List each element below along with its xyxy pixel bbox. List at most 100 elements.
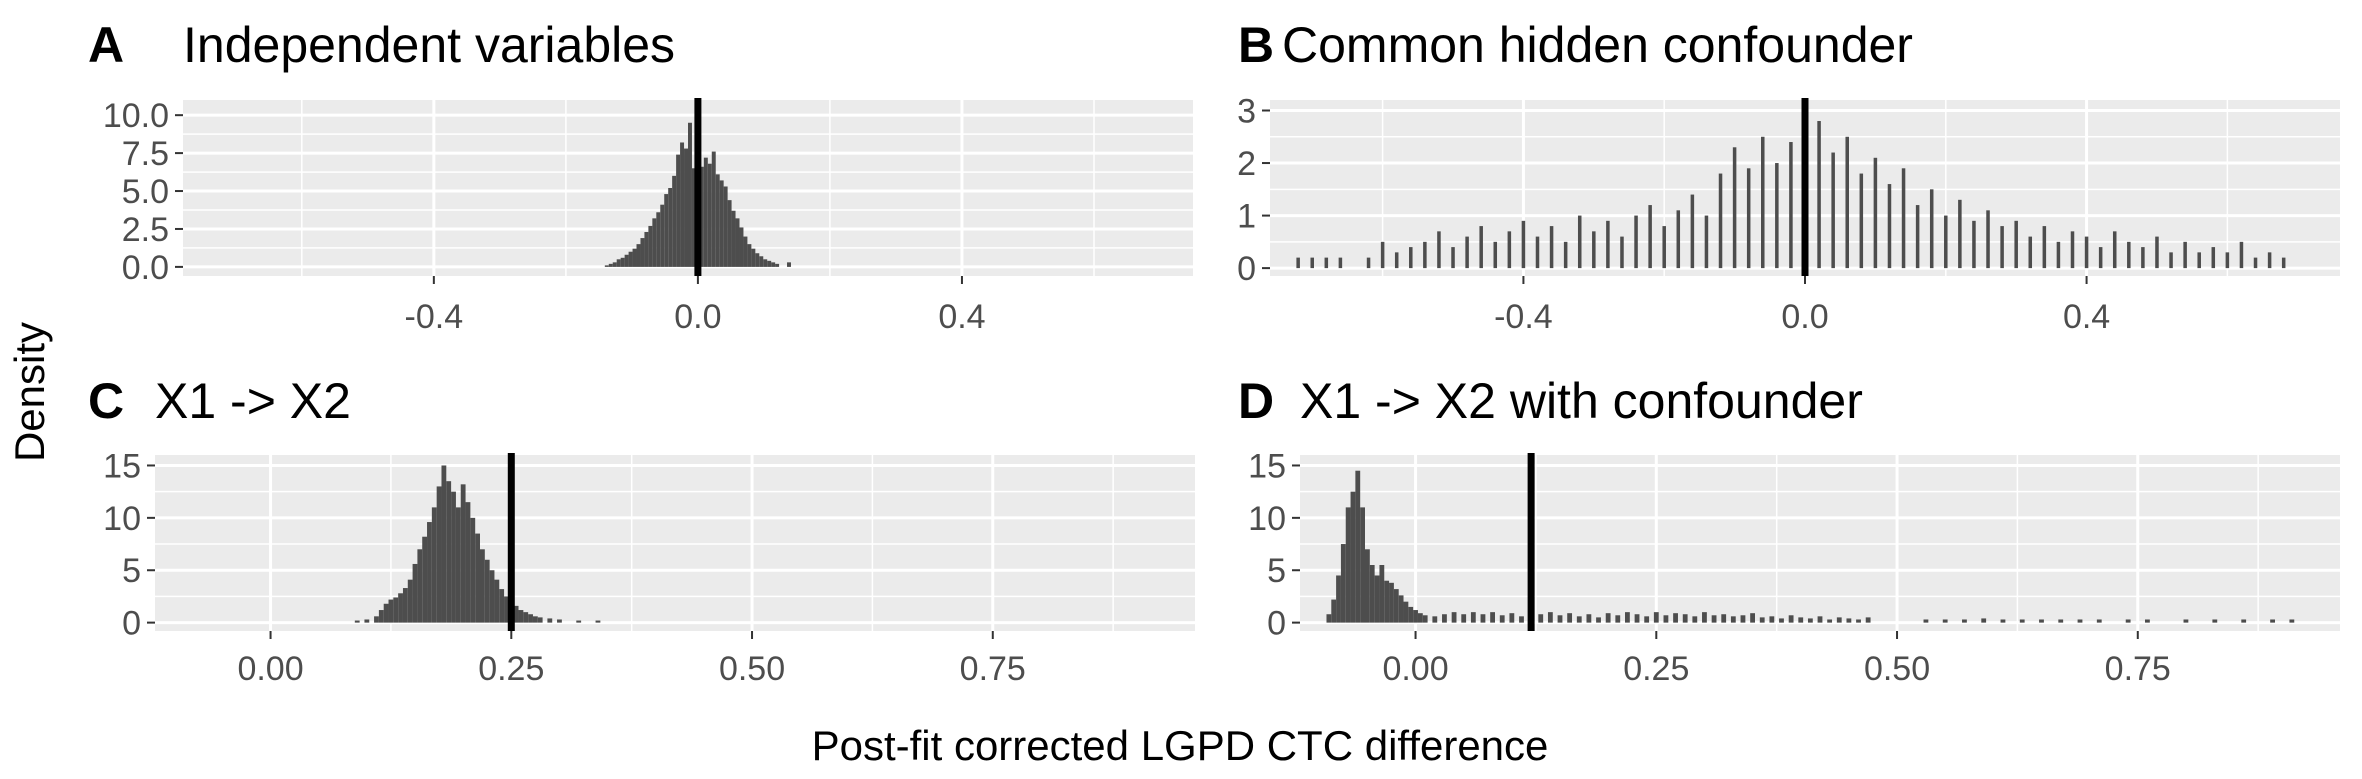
histogram-bar: [1846, 618, 1852, 623]
histogram-bar: [2183, 241, 2187, 269]
x-tick-label: 0.75: [960, 650, 1026, 688]
histogram-bar: [1365, 549, 1370, 623]
histogram-bar: [2077, 619, 2083, 623]
histogram-bar: [676, 154, 681, 267]
histogram-bar: [2058, 619, 2064, 623]
histogram-bar: [595, 620, 601, 623]
histogram-bar: [771, 262, 776, 267]
histogram-bar: [1310, 257, 1314, 269]
histogram-bar: [364, 619, 370, 623]
histogram-bar: [1873, 157, 1878, 269]
histogram-bar: [441, 465, 447, 623]
histogram-bar: [1324, 257, 1329, 269]
histogram-bar: [1442, 614, 1447, 623]
histogram-bar: [2000, 619, 2006, 623]
histogram-bar: [1479, 226, 1483, 269]
y-tick-label: 1: [1237, 198, 1256, 236]
histogram-bar: [1972, 220, 1976, 269]
y-tick-label: 5: [122, 552, 141, 590]
histogram-bar: [1451, 612, 1457, 623]
histogram-bar: [1384, 580, 1390, 623]
histogram-bar: [747, 244, 752, 267]
histogram-bar: [436, 486, 442, 623]
y-tick-label: 0: [1267, 605, 1286, 643]
histogram-bar: [2169, 252, 2173, 269]
histogram-bar: [557, 619, 562, 623]
histogram-bar: [612, 262, 617, 267]
x-tick-label: 0.00: [237, 650, 303, 688]
histogram-bar: [1490, 612, 1495, 623]
histogram-bar: [1366, 257, 1371, 269]
histogram-bar: [1625, 612, 1630, 623]
histogram-bar: [402, 588, 408, 623]
y-tick-label: 15: [103, 447, 141, 485]
histogram-bar: [775, 263, 780, 267]
histogram-bar: [383, 603, 389, 623]
histogram-bar: [739, 227, 744, 267]
histogram-bar: [703, 157, 708, 267]
histogram-bar: [1605, 613, 1611, 623]
histogram-bar: [620, 257, 625, 267]
histogram-bar: [489, 570, 495, 623]
histogram-bar: [1509, 613, 1515, 623]
histogram-bar: [504, 596, 509, 623]
histogram-bar: [2000, 226, 2004, 269]
histogram-bar: [451, 491, 456, 623]
histogram-bar: [751, 248, 756, 267]
histogram-bar: [1615, 615, 1621, 623]
histogram-bar: [2141, 247, 2145, 269]
histogram-bar: [1702, 612, 1707, 623]
x-tick-label: -0.4: [1494, 298, 1553, 336]
histogram-bar: [2098, 247, 2103, 269]
histogram-bar: [1759, 617, 1765, 623]
histogram-bar: [616, 259, 621, 267]
histogram-bar: [1750, 613, 1755, 623]
y-tick-label: 0.0: [122, 249, 169, 287]
histogram-bar: [1296, 257, 1300, 269]
histogram-bar: [707, 163, 712, 267]
histogram-bar: [2241, 619, 2247, 623]
histogram-bar: [417, 549, 423, 623]
histogram-bar: [1962, 619, 1967, 623]
panel-c-tag: C: [88, 373, 124, 429]
histogram-bar: [1746, 168, 1751, 269]
histogram-bar: [412, 563, 418, 623]
histogram-bar: [1340, 544, 1346, 623]
histogram-bar: [374, 616, 379, 623]
panel-a-title: Independent variables: [183, 17, 675, 73]
histogram-bar: [1345, 507, 1351, 623]
histogram-bar: [1788, 615, 1794, 623]
histogram-bar: [1915, 205, 1920, 269]
histogram-bar: [427, 522, 432, 623]
histogram-bar: [787, 262, 791, 267]
histogram-bar: [484, 559, 490, 623]
histogram-bar: [763, 259, 768, 267]
histogram-bar: [2211, 247, 2216, 269]
histogram-bar: [2070, 231, 2075, 269]
histogram-bar: [1408, 606, 1414, 623]
histogram-bar: [1423, 241, 1427, 269]
histogram-bar: [1493, 241, 1498, 269]
histogram-bar: [2125, 619, 2131, 623]
histogram-bar: [1856, 619, 1861, 623]
histogram-bar: [532, 616, 538, 623]
histogram-bar: [1394, 252, 1399, 269]
y-axis-title: Density: [6, 322, 53, 462]
histogram-bar: [2042, 226, 2047, 269]
histogram-bar: [1432, 616, 1438, 623]
histogram-bar: [1692, 616, 1698, 623]
histogram-bar: [660, 204, 665, 267]
histogram-bar: [2267, 252, 2272, 269]
histogram-bar: [528, 614, 533, 623]
histogram-bar: [664, 194, 669, 267]
histogram-bar: [407, 579, 413, 623]
histogram-bar: [608, 263, 613, 267]
histogram-bar: [1567, 613, 1573, 623]
histogram-bar: [1379, 565, 1385, 623]
histogram-bar: [1721, 614, 1727, 623]
histogram-bar: [1634, 614, 1640, 623]
histogram-bar: [2039, 619, 2044, 623]
histogram-bar: [1461, 614, 1467, 623]
histogram-bar: [1718, 173, 1723, 269]
